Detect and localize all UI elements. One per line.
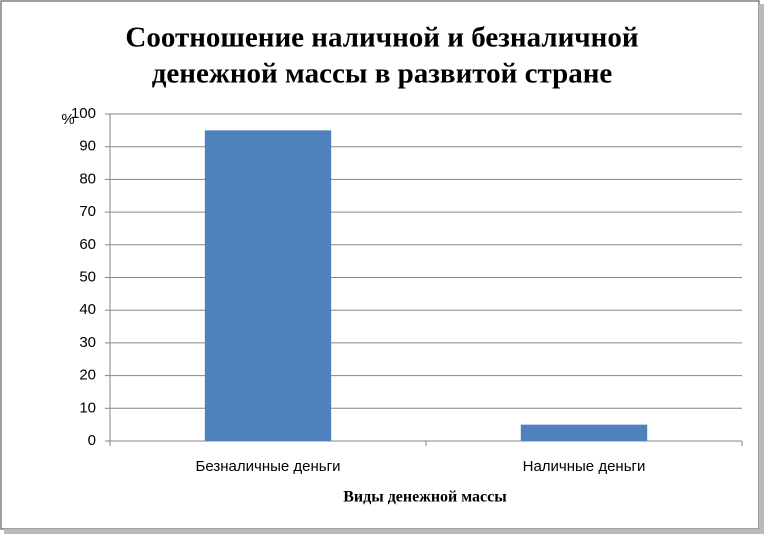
x-axis-label: Виды денежной массы — [343, 489, 507, 506]
frame-shadow — [759, 4, 764, 532]
x-tick-label: Безналичные деньги — [196, 458, 341, 475]
y-tick-label: 0 — [88, 432, 96, 449]
y-tick-label: 50 — [79, 268, 96, 285]
bar — [520, 424, 648, 441]
y-tick-label: 30 — [79, 334, 96, 351]
y-tick-label: 20 — [79, 367, 96, 384]
x-tick-label: Наличные деньги — [523, 458, 646, 475]
y-tick-label: 40 — [79, 301, 96, 318]
y-tick-label: 10 — [79, 399, 96, 416]
y-tick-label: 60 — [79, 236, 96, 253]
frame-shadow — [4, 529, 764, 534]
chart-title: Соотношение наличной и безналичной — [125, 22, 638, 54]
y-axis-label: % — [61, 111, 74, 128]
bar — [204, 130, 332, 441]
y-tick-label: 80 — [79, 170, 96, 187]
y-tick-label: 100 — [71, 105, 96, 122]
y-tick-label: 70 — [79, 203, 96, 220]
chart-title: денежной массы в развитой стране — [152, 58, 613, 90]
y-tick-label: 90 — [79, 138, 96, 155]
